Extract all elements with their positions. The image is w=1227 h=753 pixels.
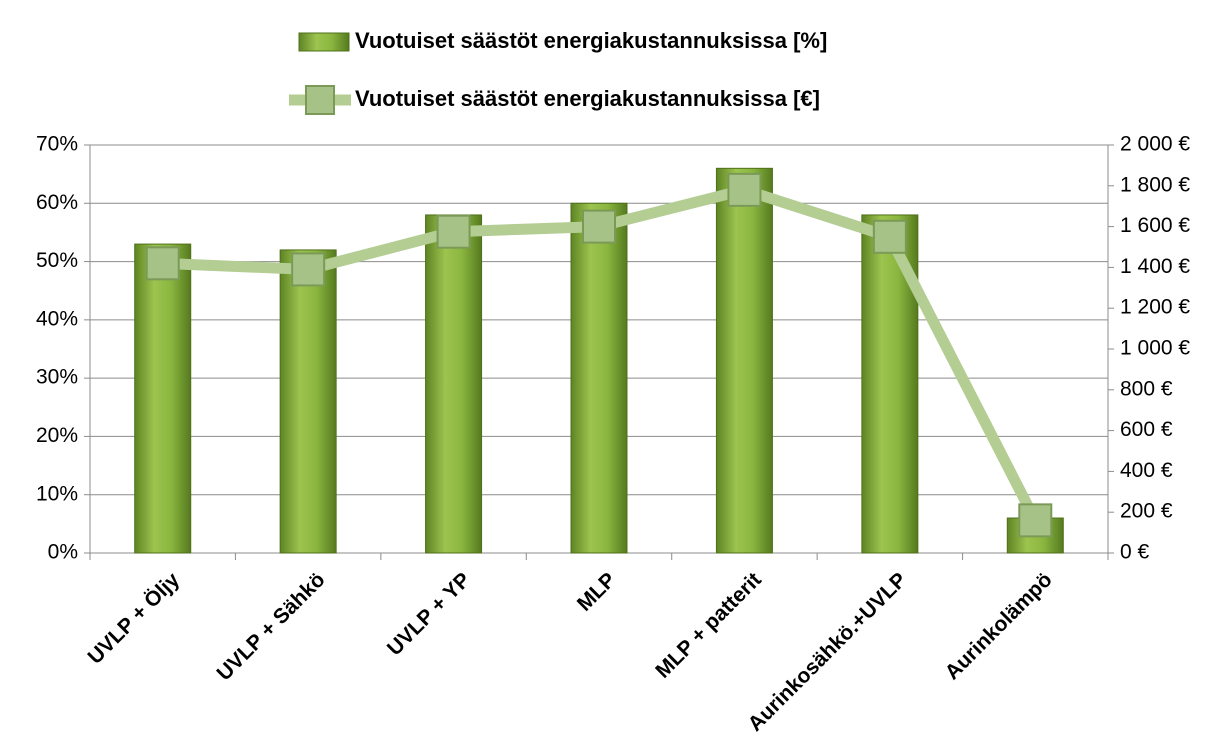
line-marker: [582, 209, 616, 244]
legend-swatch: [298, 32, 350, 52]
bar: [570, 202, 628, 554]
y-tick-label: 30%: [36, 366, 78, 389]
x-tick-label: MLP + patterit: [651, 568, 766, 683]
x-tick-label: UVLP + Öljy: [84, 568, 185, 669]
line-marker: [872, 219, 907, 254]
y-tick-label: 60%: [36, 191, 78, 214]
legend-label: Vuotuiset säästöt energiakustannuksissa …: [355, 86, 820, 111]
bar: [715, 167, 773, 554]
y2-tick-label: 600 €: [1120, 418, 1173, 441]
y2-tick-label: 1 800 €: [1120, 173, 1190, 196]
bar: [134, 243, 192, 554]
x-tick-label: UVLP + YP: [383, 568, 475, 660]
legend-label: Vuotuiset säästöt energiakustannuksissa …: [355, 28, 827, 53]
line-marker: [145, 246, 180, 281]
bar: [425, 214, 483, 554]
line-marker: [291, 252, 326, 287]
line-marker: [1018, 503, 1053, 538]
x-tick-label: Aurinkosähkö.+UVLP: [744, 568, 912, 736]
y2-tick-label: 0 €: [1120, 541, 1150, 564]
x-tick-label: UVLP + Sähkö: [213, 568, 330, 685]
bar: [279, 249, 337, 554]
y-tick-label: 70%: [36, 133, 78, 156]
y2-tick-label: 2 000 €: [1120, 133, 1190, 156]
x-tick-label: MLP: [573, 568, 621, 616]
y2-tick-label: 800 €: [1120, 377, 1173, 400]
y2-tick-label: 200 €: [1120, 500, 1173, 523]
y-tick-label: 0%: [48, 541, 78, 564]
y2-tick-label: 1 000 €: [1120, 337, 1190, 360]
y2-tick-label: 1 400 €: [1120, 255, 1190, 278]
y-tick-label: 50%: [36, 249, 78, 272]
line-marker: [727, 172, 762, 207]
y-tick-label: 20%: [36, 424, 78, 447]
y2-tick-label: 1 600 €: [1120, 214, 1190, 237]
x-tick-label: Aurinkolämpö: [941, 568, 1057, 684]
line-marker: [436, 214, 471, 249]
y-tick-label: 10%: [36, 482, 78, 505]
y2-tick-label: 400 €: [1120, 459, 1173, 482]
y-tick-label: 40%: [36, 307, 78, 330]
y2-tick-label: 1 200 €: [1120, 296, 1190, 319]
legend-swatch-marker: [305, 85, 335, 115]
